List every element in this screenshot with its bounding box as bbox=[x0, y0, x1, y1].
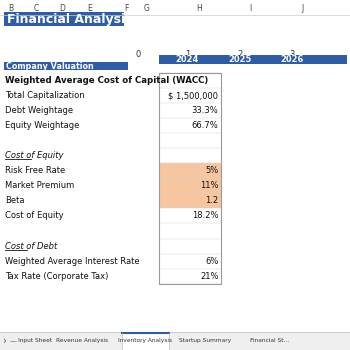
Text: 2025: 2025 bbox=[228, 55, 251, 64]
Text: 1: 1 bbox=[185, 50, 190, 59]
Text: 1.2: 1.2 bbox=[205, 196, 218, 205]
Text: H: H bbox=[197, 4, 202, 13]
Text: Total Capitalization: Total Capitalization bbox=[5, 91, 85, 100]
Text: $ 1,500,000: $ 1,500,000 bbox=[168, 91, 218, 100]
Text: Cost of Equity: Cost of Equity bbox=[5, 151, 64, 160]
Text: Input Sheet: Input Sheet bbox=[18, 338, 52, 343]
Text: Financial Analysis: Financial Analysis bbox=[7, 13, 133, 26]
Text: Market Premium: Market Premium bbox=[5, 181, 75, 190]
Text: 2: 2 bbox=[237, 50, 243, 59]
Text: 21%: 21% bbox=[200, 272, 218, 281]
Text: Debt Weightage: Debt Weightage bbox=[5, 106, 74, 115]
Text: Equity Weightage: Equity Weightage bbox=[5, 121, 80, 130]
Bar bbox=[122, 332, 169, 350]
Text: D: D bbox=[60, 4, 65, 13]
Bar bbox=[159, 55, 346, 64]
Text: F: F bbox=[124, 4, 128, 13]
Text: Revenue Analysis: Revenue Analysis bbox=[56, 338, 108, 343]
Text: Risk Free Rate: Risk Free Rate bbox=[5, 166, 65, 175]
Text: Cost of Equity: Cost of Equity bbox=[5, 211, 64, 220]
Text: G: G bbox=[144, 4, 150, 13]
Text: —: — bbox=[10, 338, 17, 344]
Text: Tax Rate (Corporate Tax): Tax Rate (Corporate Tax) bbox=[5, 272, 108, 281]
Text: Weighted Average Cost of Capital (WACC): Weighted Average Cost of Capital (WACC) bbox=[5, 76, 209, 85]
Text: Company Valuation: Company Valuation bbox=[6, 62, 94, 71]
Text: 0: 0 bbox=[136, 50, 141, 59]
Bar bbox=[4, 12, 124, 26]
Text: J: J bbox=[302, 4, 304, 13]
Text: C: C bbox=[34, 4, 39, 13]
Text: Weighted Average Interest Rate: Weighted Average Interest Rate bbox=[5, 257, 140, 266]
Text: 18.2%: 18.2% bbox=[192, 211, 218, 220]
Text: 2024: 2024 bbox=[176, 55, 199, 64]
Text: Inventory Analysis: Inventory Analysis bbox=[118, 338, 172, 343]
Text: E: E bbox=[87, 4, 92, 13]
Text: Startup Summary: Startup Summary bbox=[179, 338, 231, 343]
Text: I: I bbox=[249, 4, 251, 13]
Text: 6%: 6% bbox=[205, 257, 218, 266]
Text: 5%: 5% bbox=[205, 166, 218, 175]
Text: ›: › bbox=[2, 336, 6, 346]
Text: Cost of Debt: Cost of Debt bbox=[5, 241, 57, 251]
Text: Beta: Beta bbox=[5, 196, 25, 205]
Text: 11%: 11% bbox=[200, 181, 218, 190]
Bar bbox=[4, 62, 128, 70]
Text: Financial St...: Financial St... bbox=[250, 338, 289, 343]
Bar bbox=[159, 73, 220, 284]
Text: 2026: 2026 bbox=[281, 55, 304, 64]
Text: 3: 3 bbox=[289, 50, 295, 59]
Text: 33.3%: 33.3% bbox=[192, 106, 218, 115]
Text: 66.7%: 66.7% bbox=[192, 121, 218, 130]
Bar bbox=[0, 332, 350, 350]
Bar bbox=[159, 163, 220, 208]
Text: B: B bbox=[9, 4, 14, 13]
